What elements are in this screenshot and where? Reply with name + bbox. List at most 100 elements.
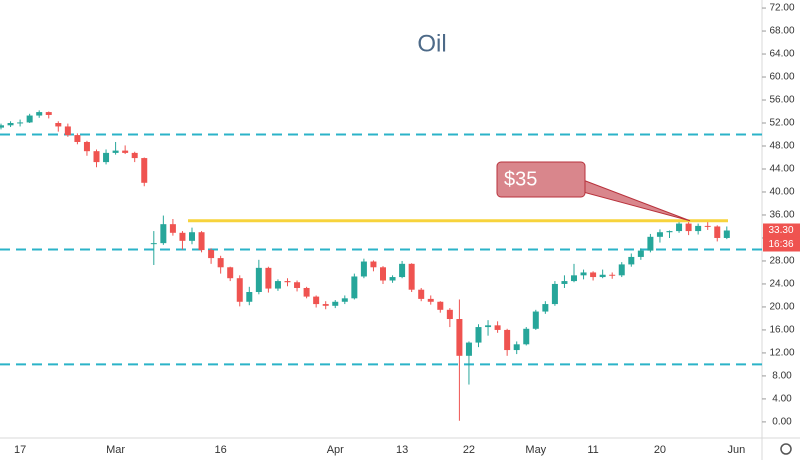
- x-tick-label: 11: [587, 444, 598, 456]
- candle-body: [360, 261, 367, 277]
- y-tick-label: 44.00: [769, 164, 794, 175]
- candle-body: [513, 344, 520, 351]
- candle-body: [189, 232, 195, 241]
- candle-body: [36, 112, 43, 116]
- candle-body: [103, 152, 110, 163]
- candle-body: [284, 281, 291, 283]
- candle-body: [55, 123, 62, 127]
- candle-body: [351, 276, 358, 299]
- candle-body: [64, 126, 71, 136]
- countdown-box: [763, 237, 800, 252]
- x-tick-label: 16: [215, 444, 227, 456]
- settings-icon[interactable]: [780, 443, 792, 455]
- candle-body: [17, 122, 24, 124]
- y-tick-label: 72.00: [769, 3, 794, 14]
- candle-body: [274, 281, 281, 289]
- candle-body: [456, 319, 463, 356]
- candle-body: [45, 112, 52, 115]
- y-tick-label: 12.00: [769, 348, 794, 359]
- x-tick-label: 13: [396, 444, 408, 456]
- candle-body: [475, 327, 482, 343]
- candle-body: [122, 150, 129, 153]
- candle-body: [666, 231, 673, 233]
- candle-body: [494, 325, 501, 330]
- y-tick-label: 36.00: [769, 210, 794, 221]
- candle-body: [723, 230, 730, 238]
- callout-box: [496, 161, 586, 198]
- x-tick-label: 17: [14, 444, 26, 456]
- candle-body: [532, 311, 539, 329]
- candle-body: [83, 141, 90, 152]
- candle-body: [303, 287, 310, 297]
- candle-body: [580, 272, 587, 276]
- candle-body: [322, 304, 329, 306]
- candle-body: [208, 250, 215, 259]
- candle-body: [399, 263, 406, 278]
- y-tick-label: 16.00: [769, 325, 794, 336]
- candle-body: [227, 267, 234, 279]
- candle-body: [704, 225, 711, 227]
- chart-title: Oil: [417, 30, 446, 57]
- candle-body: [112, 150, 119, 153]
- x-tick-label: Jun: [727, 444, 745, 456]
- candle-body: [246, 292, 253, 302]
- candle-body: [427, 298, 434, 302]
- candle-body: [637, 250, 644, 257]
- candle-body: [198, 232, 205, 251]
- candle-body: [714, 226, 721, 238]
- candle-body: [7, 123, 14, 126]
- candle-body: [504, 329, 511, 351]
- last-price-label: 33.30: [768, 225, 793, 236]
- candle-body: [294, 282, 301, 288]
- gear[interactable]: [780, 443, 792, 455]
- candle-body: [74, 135, 81, 142]
- candle-body: [389, 277, 396, 281]
- y-tick-label: 8.00: [772, 371, 792, 382]
- candle-body: [408, 263, 415, 290]
- candle-body: [485, 325, 492, 328]
- y-tick-label: 28.00: [769, 256, 794, 267]
- candle-body: [332, 301, 339, 306]
- candle-body: [618, 264, 625, 276]
- candle-body: [341, 298, 348, 302]
- candle-body: [141, 158, 148, 183]
- candle-body: [418, 289, 425, 299]
- candle-body: [93, 151, 100, 163]
- candle-body: [465, 342, 472, 356]
- y-tick-label: 4.00: [772, 394, 792, 405]
- x-tick-label: Apr: [327, 444, 344, 456]
- candle-body: [131, 152, 138, 159]
- y-tick-label: 68.00: [769, 26, 794, 37]
- y-tick-label: 24.00: [769, 279, 794, 290]
- candle-body: [561, 281, 568, 284]
- candle-body: [695, 225, 702, 232]
- candle-body: [656, 232, 663, 237]
- candle-body: [169, 224, 176, 233]
- candle-body: [599, 274, 606, 278]
- candle-body: [26, 115, 33, 123]
- y-tick-label: 64.00: [769, 49, 794, 60]
- candle-body: [446, 309, 453, 320]
- candle-body: [380, 267, 386, 281]
- candle-body: [609, 274, 616, 276]
- callout-text: $35: [504, 168, 537, 190]
- candle-body: [628, 256, 635, 265]
- candle-body: [265, 267, 272, 289]
- candle-body: [542, 304, 549, 312]
- x-tick-label: 22: [463, 444, 475, 456]
- last-price-box: [763, 223, 800, 238]
- y-tick-label: 56.00: [769, 95, 794, 106]
- candle-body: [571, 275, 577, 282]
- candle-body: [437, 301, 444, 310]
- candle-body: [217, 258, 224, 268]
- candle-body: [0, 125, 4, 128]
- x-tick-label: 20: [654, 444, 666, 456]
- candle-body: [370, 261, 377, 268]
- y-tick-label: 20.00: [769, 302, 794, 313]
- candle-body: [590, 272, 597, 278]
- countdown-label: 16:36: [768, 239, 793, 250]
- candle-body: [150, 243, 157, 245]
- candle-body: [685, 223, 692, 232]
